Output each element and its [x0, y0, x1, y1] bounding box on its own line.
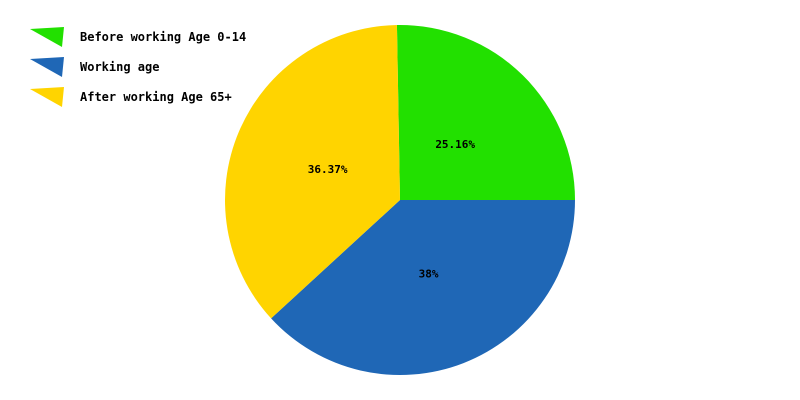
legend-label-working-age: Working age: [80, 60, 159, 74]
pie-slice-working-age: [271, 200, 575, 375]
pie-slices: [224, 25, 575, 375]
legend-label-after-working-age-65: After working Age 65+: [80, 90, 232, 104]
slice-label-working-age: 38%: [419, 267, 439, 280]
pie-slice-before-working-age-0-14: [396, 25, 575, 200]
legend-swatch-before-working-age-0-14: [30, 27, 64, 47]
legend: Before working Age 0-14 Working age After …: [30, 27, 246, 107]
legend-swatch-working-age: [30, 57, 64, 77]
slice-label-before-working-age-0-14: 25.16%: [435, 138, 475, 151]
legend-label-before-working-age-0-14: Before working Age 0-14: [80, 30, 246, 44]
slice-label-after-working-age-65: 36.37%: [308, 163, 348, 176]
legend-swatch-after-working-age-65: [30, 87, 64, 107]
pie-slice-after-working-age-65: [224, 25, 400, 319]
slice-labels: 25.16% 38% 36.37%: [308, 138, 476, 281]
